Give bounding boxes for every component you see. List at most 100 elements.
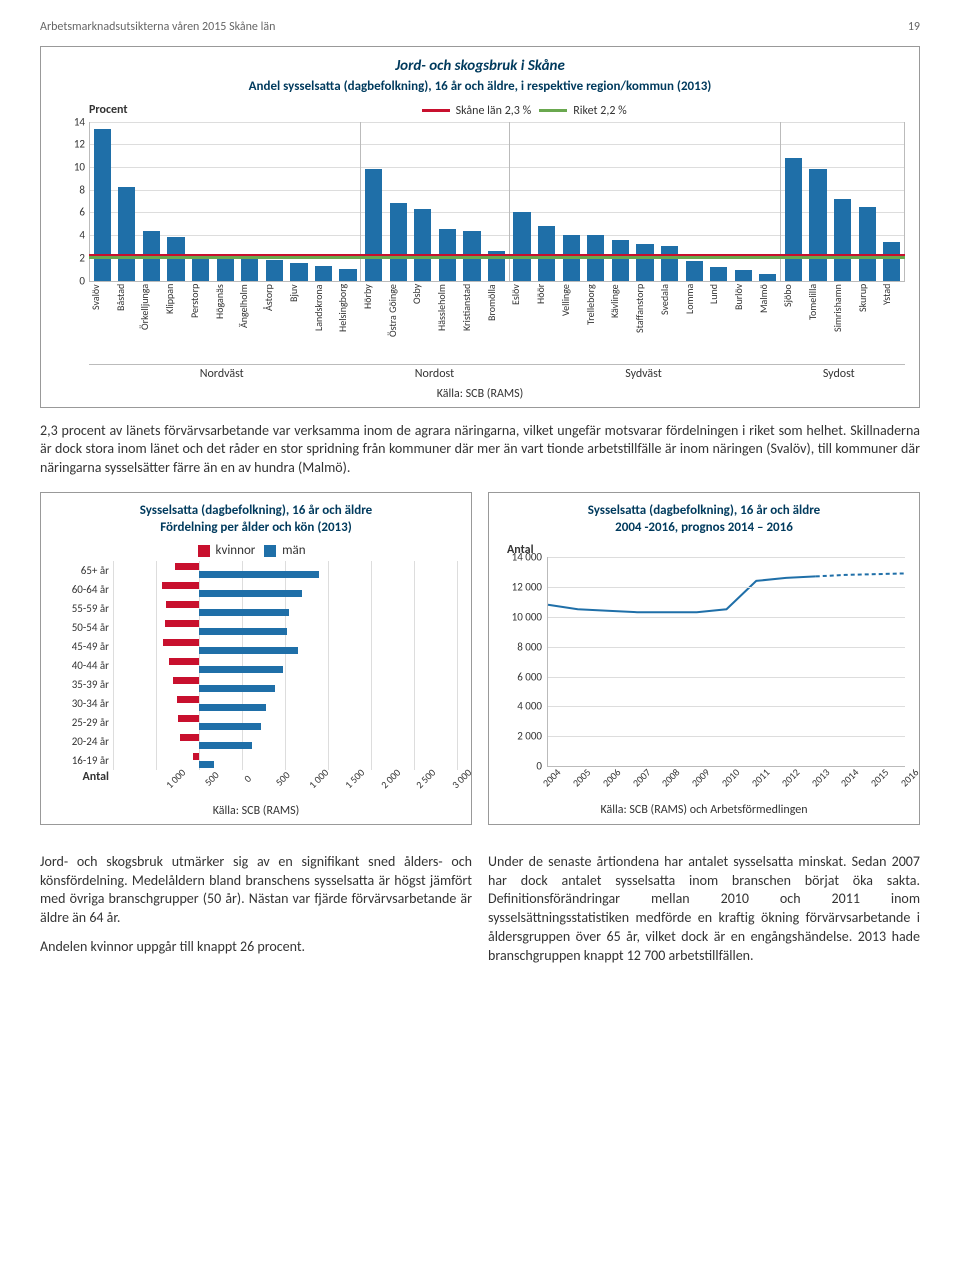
bar-label: Trelleborg xyxy=(584,284,609,362)
bar-kvinnor xyxy=(169,658,199,665)
bar xyxy=(834,199,851,281)
bar xyxy=(339,269,356,280)
main-chart-xlabels: SvalövBåstadÖrkelljungaKlippanPerstorpHö… xyxy=(89,284,905,362)
year-tick: 2014 xyxy=(838,766,862,790)
bar xyxy=(192,256,209,281)
main-chart-source: Källa: SCB (RAMS) xyxy=(55,387,905,401)
bar-man xyxy=(199,571,319,578)
age-label: 65+ år xyxy=(55,564,113,577)
age-label: 35-39 år xyxy=(55,678,113,691)
bar xyxy=(859,207,876,281)
bar-label: Lund xyxy=(707,284,732,362)
year-tick: 2012 xyxy=(778,766,802,790)
bar-label: Staffanstorp xyxy=(633,284,658,362)
bar-label: Bjuv xyxy=(287,284,312,362)
bar xyxy=(118,187,135,280)
year-tick: 2015 xyxy=(868,766,892,790)
legend-item: män xyxy=(264,543,305,558)
age-row: 55-59 år xyxy=(55,599,457,618)
bar xyxy=(759,274,776,281)
age-label: 40-44 år xyxy=(55,659,113,672)
year-tick: 2013 xyxy=(808,766,832,790)
bottom-text-row: Jord- och skogsbruk utmärker sig av en s… xyxy=(40,853,920,976)
bar-label: Höör xyxy=(534,284,559,362)
bar-label: Åstorp xyxy=(262,284,287,362)
bar xyxy=(538,226,555,281)
age-label: 16-19 år xyxy=(55,754,113,767)
main-chart-subtitle: Andel sysselsatta (dagbefolkning), 16 år… xyxy=(55,79,905,94)
hbar-source: Källa: SCB (RAMS) xyxy=(55,804,457,818)
bar-label: Skurup xyxy=(856,284,881,362)
age-row: 16-19 år xyxy=(55,751,457,770)
y-tick: 6 000 xyxy=(517,670,542,683)
y-tick: 14 000 xyxy=(512,551,542,564)
bar-man xyxy=(199,666,283,673)
bar-kvinnor xyxy=(173,677,199,684)
age-row: 20-24 år xyxy=(55,732,457,751)
year-tick: 2011 xyxy=(749,766,773,790)
main-chart-title: Jord- och skogsbruk i Skåne xyxy=(55,57,905,75)
age-row: 50-54 år xyxy=(55,618,457,637)
y-tick: 4 xyxy=(79,229,85,242)
bar-label: Burlöv xyxy=(732,284,757,362)
age-label: 20-24 år xyxy=(55,735,113,748)
header-left: Arbetsmarknadsutsikterna våren 2015 Skån… xyxy=(40,20,275,34)
bar xyxy=(636,244,653,280)
bar xyxy=(686,261,703,280)
bar-label: Ystad xyxy=(880,284,905,362)
hbar-legend: kvinnor män xyxy=(55,543,457,561)
bar xyxy=(883,242,900,281)
bar-man xyxy=(199,685,275,692)
bar-label: Landskrona xyxy=(312,284,337,362)
bar xyxy=(390,203,407,280)
bar xyxy=(315,266,332,281)
age-label: 30-34 år xyxy=(55,697,113,710)
paragraph: Andelen kvinnor uppgår till knappt 26 pr… xyxy=(40,938,472,957)
bar-label: Höganäs xyxy=(213,284,238,362)
two-chart-row: Sysselsatta (dagbefolkning), 16 år och ä… xyxy=(40,492,920,839)
procent-label: Procent xyxy=(89,103,128,117)
x-tick: 2 500 xyxy=(413,766,438,791)
bar-kvinnor xyxy=(166,601,199,608)
line-title2: 2004 -2016, prognos 2014 – 2016 xyxy=(503,520,905,535)
y-tick: 0 xyxy=(79,274,85,287)
bar-label: Perstorp xyxy=(188,284,213,362)
antal-label-right: Antal xyxy=(507,543,905,557)
y-tick: 12 000 xyxy=(512,581,542,594)
age-label: 50-54 år xyxy=(55,621,113,634)
bar-man xyxy=(199,704,266,711)
age-row: 60-64 år xyxy=(55,580,457,599)
y-tick: 8 000 xyxy=(517,640,542,653)
bar-label: Svalöv xyxy=(89,284,114,362)
x-tick: 0 xyxy=(241,772,254,785)
bottom-left-col: Jord- och skogsbruk utmärker sig av en s… xyxy=(40,853,472,976)
year-tick: 2016 xyxy=(898,766,922,790)
region-label: Nordost xyxy=(354,364,514,381)
bar xyxy=(167,237,184,280)
bar-label: Östra Göinge xyxy=(386,284,411,362)
bar xyxy=(809,169,826,280)
x-tick: 500 xyxy=(201,768,221,788)
y-tick: 2 xyxy=(79,251,85,264)
age-row: 45-49 år xyxy=(55,637,457,656)
y-tick: 8 xyxy=(79,183,85,196)
bar-man xyxy=(199,628,287,635)
legend-item: kvinnor xyxy=(198,543,256,558)
bar xyxy=(710,267,727,281)
hbar-title1: Sysselsatta (dagbefolkning), 16 år och ä… xyxy=(55,503,457,518)
paragraph-1: 2,3 procent av länets förvärvsarbetande … xyxy=(40,422,920,479)
line-source: Källa: SCB (RAMS) och Arbetsförmedlingen xyxy=(503,803,905,817)
bar-label: Osby xyxy=(410,284,435,362)
bar xyxy=(414,209,431,281)
year-tick: 2006 xyxy=(599,766,623,790)
line-solid xyxy=(548,577,816,613)
legend-item: Riket 2,2 % xyxy=(539,104,626,118)
bar-kvinnor xyxy=(193,753,199,760)
y-tick: 4 000 xyxy=(517,700,542,713)
bar xyxy=(241,259,258,281)
bar-label: Hörby xyxy=(361,284,386,362)
hbar-rows: 65+ år 60-64 år55-59 år 50-54 år 45-49 år 40… xyxy=(55,561,457,770)
region-label: Nordväst xyxy=(89,364,354,381)
year-tick: 2004 xyxy=(540,766,564,790)
x-tick: 3 000 xyxy=(449,766,474,791)
